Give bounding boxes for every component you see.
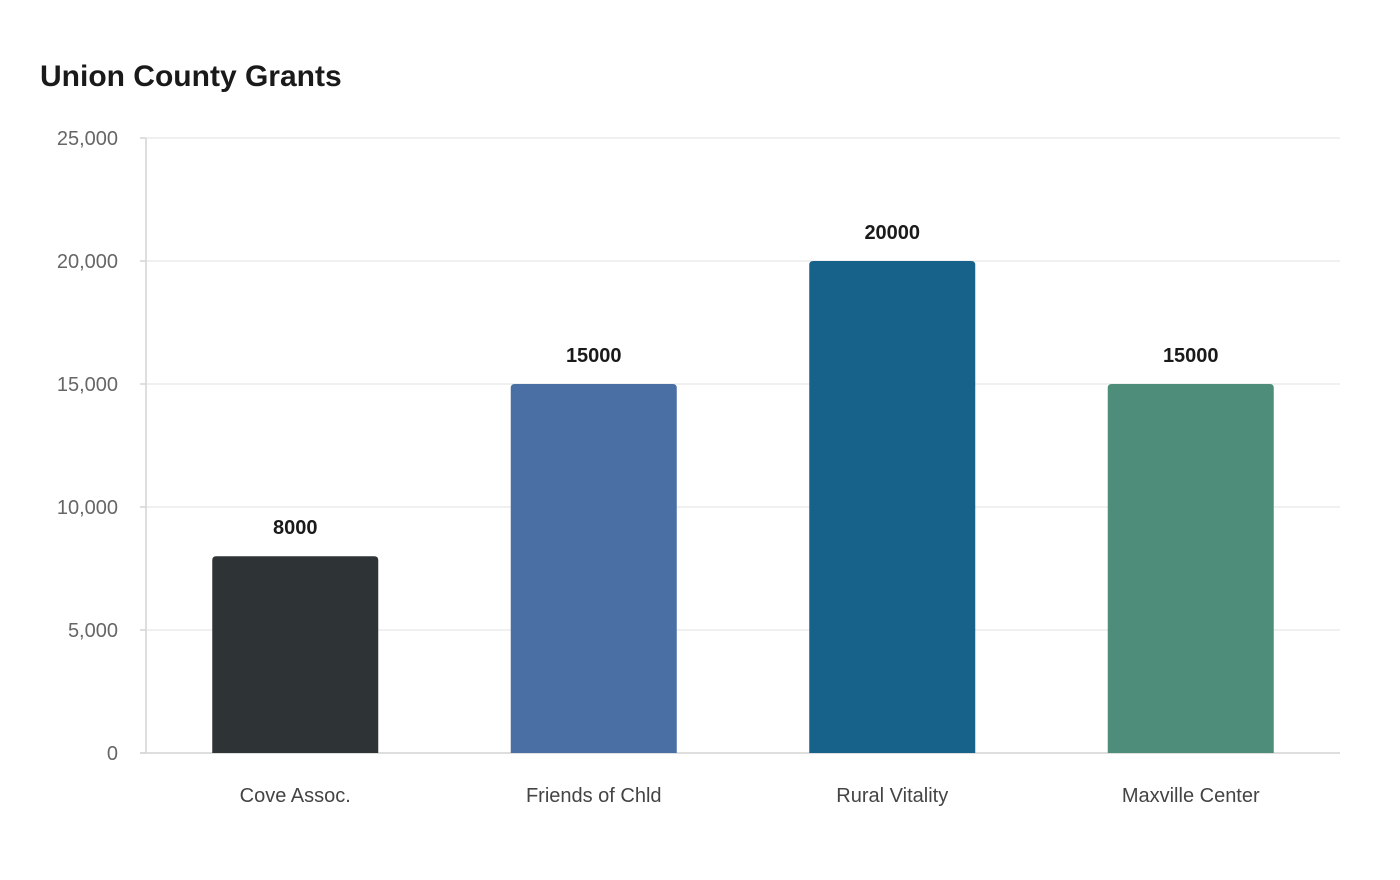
data-labels: 8000 15000 20000 15000 bbox=[273, 222, 1219, 539]
x-category-label: Friends of Chld bbox=[526, 785, 662, 807]
bars bbox=[212, 261, 1274, 753]
data-label: 15000 bbox=[1163, 345, 1219, 367]
bar[interactable] bbox=[212, 556, 379, 753]
x-category-label: Maxville Center bbox=[1122, 785, 1260, 807]
y-tick-label: 15,000 bbox=[57, 374, 118, 396]
x-category-labels: Cove Assoc. Friends of Chld Rural Vitality… bbox=[240, 785, 1260, 807]
bar[interactable] bbox=[510, 384, 677, 753]
y-tick-labels: 0 5,000 10,000 15,000 20,000 25,000 bbox=[57, 128, 118, 765]
data-label: 20000 bbox=[864, 222, 920, 244]
y-tick-label: 10,000 bbox=[57, 497, 118, 519]
data-label: 8000 bbox=[273, 517, 318, 539]
data-label: 15000 bbox=[566, 345, 622, 367]
y-tick-label: 20,000 bbox=[57, 251, 118, 273]
bar[interactable] bbox=[1107, 384, 1274, 753]
chart-title: Union County Grants bbox=[40, 60, 342, 93]
x-category-label: Cove Assoc. bbox=[240, 785, 351, 807]
y-tick-label: 25,000 bbox=[57, 128, 118, 150]
bar[interactable] bbox=[809, 261, 976, 753]
y-tick-label: 5,000 bbox=[68, 620, 118, 642]
y-tick-label: 0 bbox=[107, 743, 118, 765]
x-category-label: Rural Vitality bbox=[836, 785, 948, 807]
